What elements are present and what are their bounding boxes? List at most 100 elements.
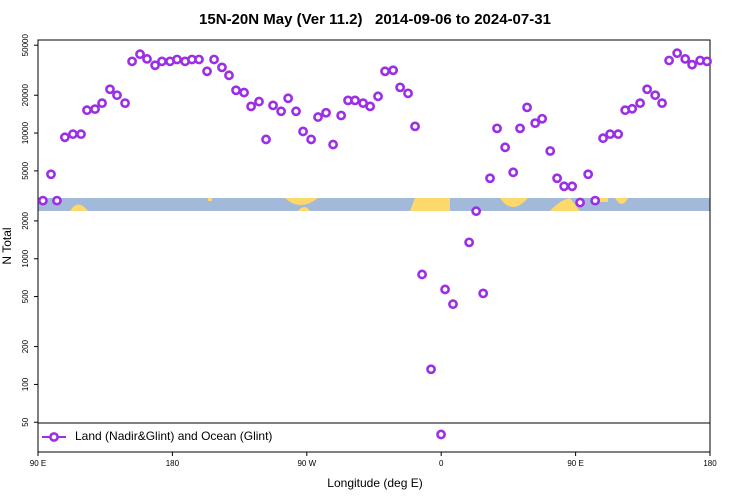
x-tick-label: 180 — [166, 459, 180, 468]
data-point — [598, 133, 608, 144]
data-point — [575, 197, 585, 208]
data-point — [157, 56, 167, 67]
x-tick-label: 90 E — [567, 459, 583, 468]
data-point — [417, 269, 427, 280]
data-point — [82, 105, 92, 116]
data-point — [217, 62, 227, 73]
y-tick-label: 20000 — [21, 84, 30, 107]
data-point — [112, 90, 122, 101]
data-point — [635, 98, 646, 109]
data-point — [150, 60, 160, 71]
data-point — [478, 288, 489, 299]
y-axis-label: N Total — [0, 227, 14, 264]
data-point — [142, 54, 152, 64]
data-point — [426, 364, 436, 375]
data-point — [365, 101, 376, 112]
legend-label: Land (Nadir&Glint) and Ocean (Glint) — [75, 429, 272, 443]
y-tick-label: 2000 — [21, 211, 30, 229]
data-point — [276, 106, 287, 117]
data-point — [209, 54, 219, 65]
data-point — [127, 56, 137, 67]
data-point — [664, 55, 674, 66]
data-point — [583, 169, 594, 180]
data-point — [403, 88, 413, 99]
x-tick-label: 90 W — [297, 459, 316, 468]
data-point — [135, 49, 145, 60]
y-tick-label: 5000 — [21, 161, 30, 179]
data-point — [650, 90, 661, 101]
data-point — [194, 54, 204, 65]
data-point — [657, 98, 667, 109]
data-point — [436, 429, 446, 440]
data-point — [202, 66, 212, 77]
y-tick-label: 50000 — [21, 34, 30, 57]
map-band — [38, 198, 710, 211]
data-point — [492, 123, 502, 134]
data-point — [687, 59, 697, 70]
data-point — [224, 70, 234, 81]
data-point — [59, 132, 70, 143]
legend-marker — [49, 432, 59, 442]
data-point — [395, 82, 406, 93]
data-point — [76, 129, 86, 140]
data-point — [471, 206, 482, 217]
data-point — [464, 237, 475, 248]
y-tick-label: 1000 — [21, 249, 30, 267]
data-point — [239, 87, 249, 98]
data-point — [90, 104, 100, 115]
data-point — [559, 181, 570, 192]
data-point — [291, 106, 301, 117]
y-tick-label: 100 — [21, 377, 30, 391]
data-point — [448, 299, 458, 310]
x-tick-label: 180 — [703, 459, 717, 468]
data-point — [306, 134, 317, 145]
data-point — [613, 129, 624, 140]
data-point — [120, 98, 130, 109]
data-point — [231, 85, 241, 96]
data-point — [68, 129, 78, 140]
chart-title: 15N-20N May (Ver 11.2) 2014-09-06 to 202… — [199, 11, 551, 28]
data-point — [680, 54, 691, 64]
data-point — [268, 100, 278, 111]
y-tick-label: 10000 — [21, 121, 30, 144]
data-point — [590, 195, 601, 206]
data-point — [380, 66, 390, 77]
data-point — [313, 112, 323, 122]
data-point — [537, 113, 548, 124]
data-point — [388, 65, 399, 76]
y-tick-label: 500 — [21, 289, 30, 303]
x-axis-label: Longitude (deg E) — [327, 476, 422, 490]
data-point — [321, 107, 331, 118]
data-point — [522, 102, 532, 113]
data-point — [672, 48, 683, 59]
data-point — [500, 142, 511, 153]
data-point — [336, 110, 347, 121]
data-point — [410, 121, 420, 132]
data-point — [567, 181, 578, 192]
data-point — [552, 173, 562, 184]
plot-frame — [37, 39, 711, 453]
data-point — [642, 84, 653, 95]
data-point — [172, 54, 182, 65]
data-point — [350, 95, 360, 106]
data-point — [373, 91, 383, 102]
data-point — [530, 118, 541, 129]
data-point — [46, 169, 56, 180]
y-tick-label: 50 — [21, 417, 30, 426]
x-tick-label: 0 — [439, 459, 444, 468]
data-point — [328, 139, 338, 150]
data-point — [38, 195, 48, 206]
data-point — [97, 98, 107, 109]
data-point — [440, 284, 450, 295]
data-point — [298, 126, 308, 137]
data-point — [246, 101, 256, 112]
data-point — [627, 103, 638, 114]
data-point — [52, 195, 62, 206]
data-point — [508, 167, 519, 178]
data-point — [105, 84, 115, 95]
data-point — [261, 134, 271, 145]
data-point — [605, 129, 615, 140]
data-point — [283, 93, 294, 104]
data-point — [515, 123, 525, 134]
